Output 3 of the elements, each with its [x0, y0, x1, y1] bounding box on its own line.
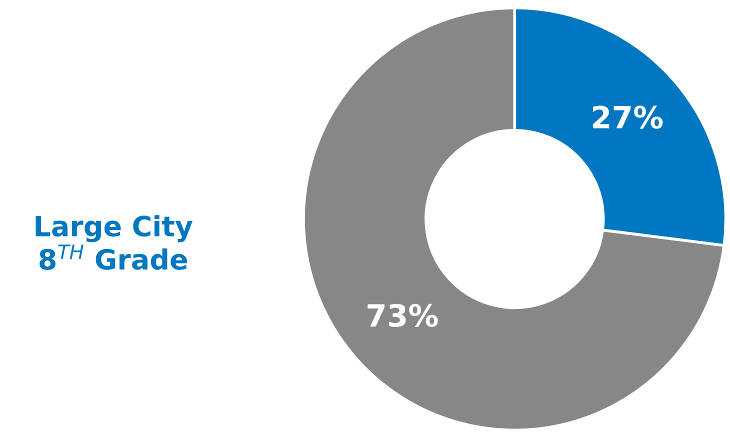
data-label: 73% — [368, 304, 438, 327]
text: Large City 8$^{TH}$ Grade — [36, 215, 193, 270]
data-label: 27% — [592, 106, 663, 129]
